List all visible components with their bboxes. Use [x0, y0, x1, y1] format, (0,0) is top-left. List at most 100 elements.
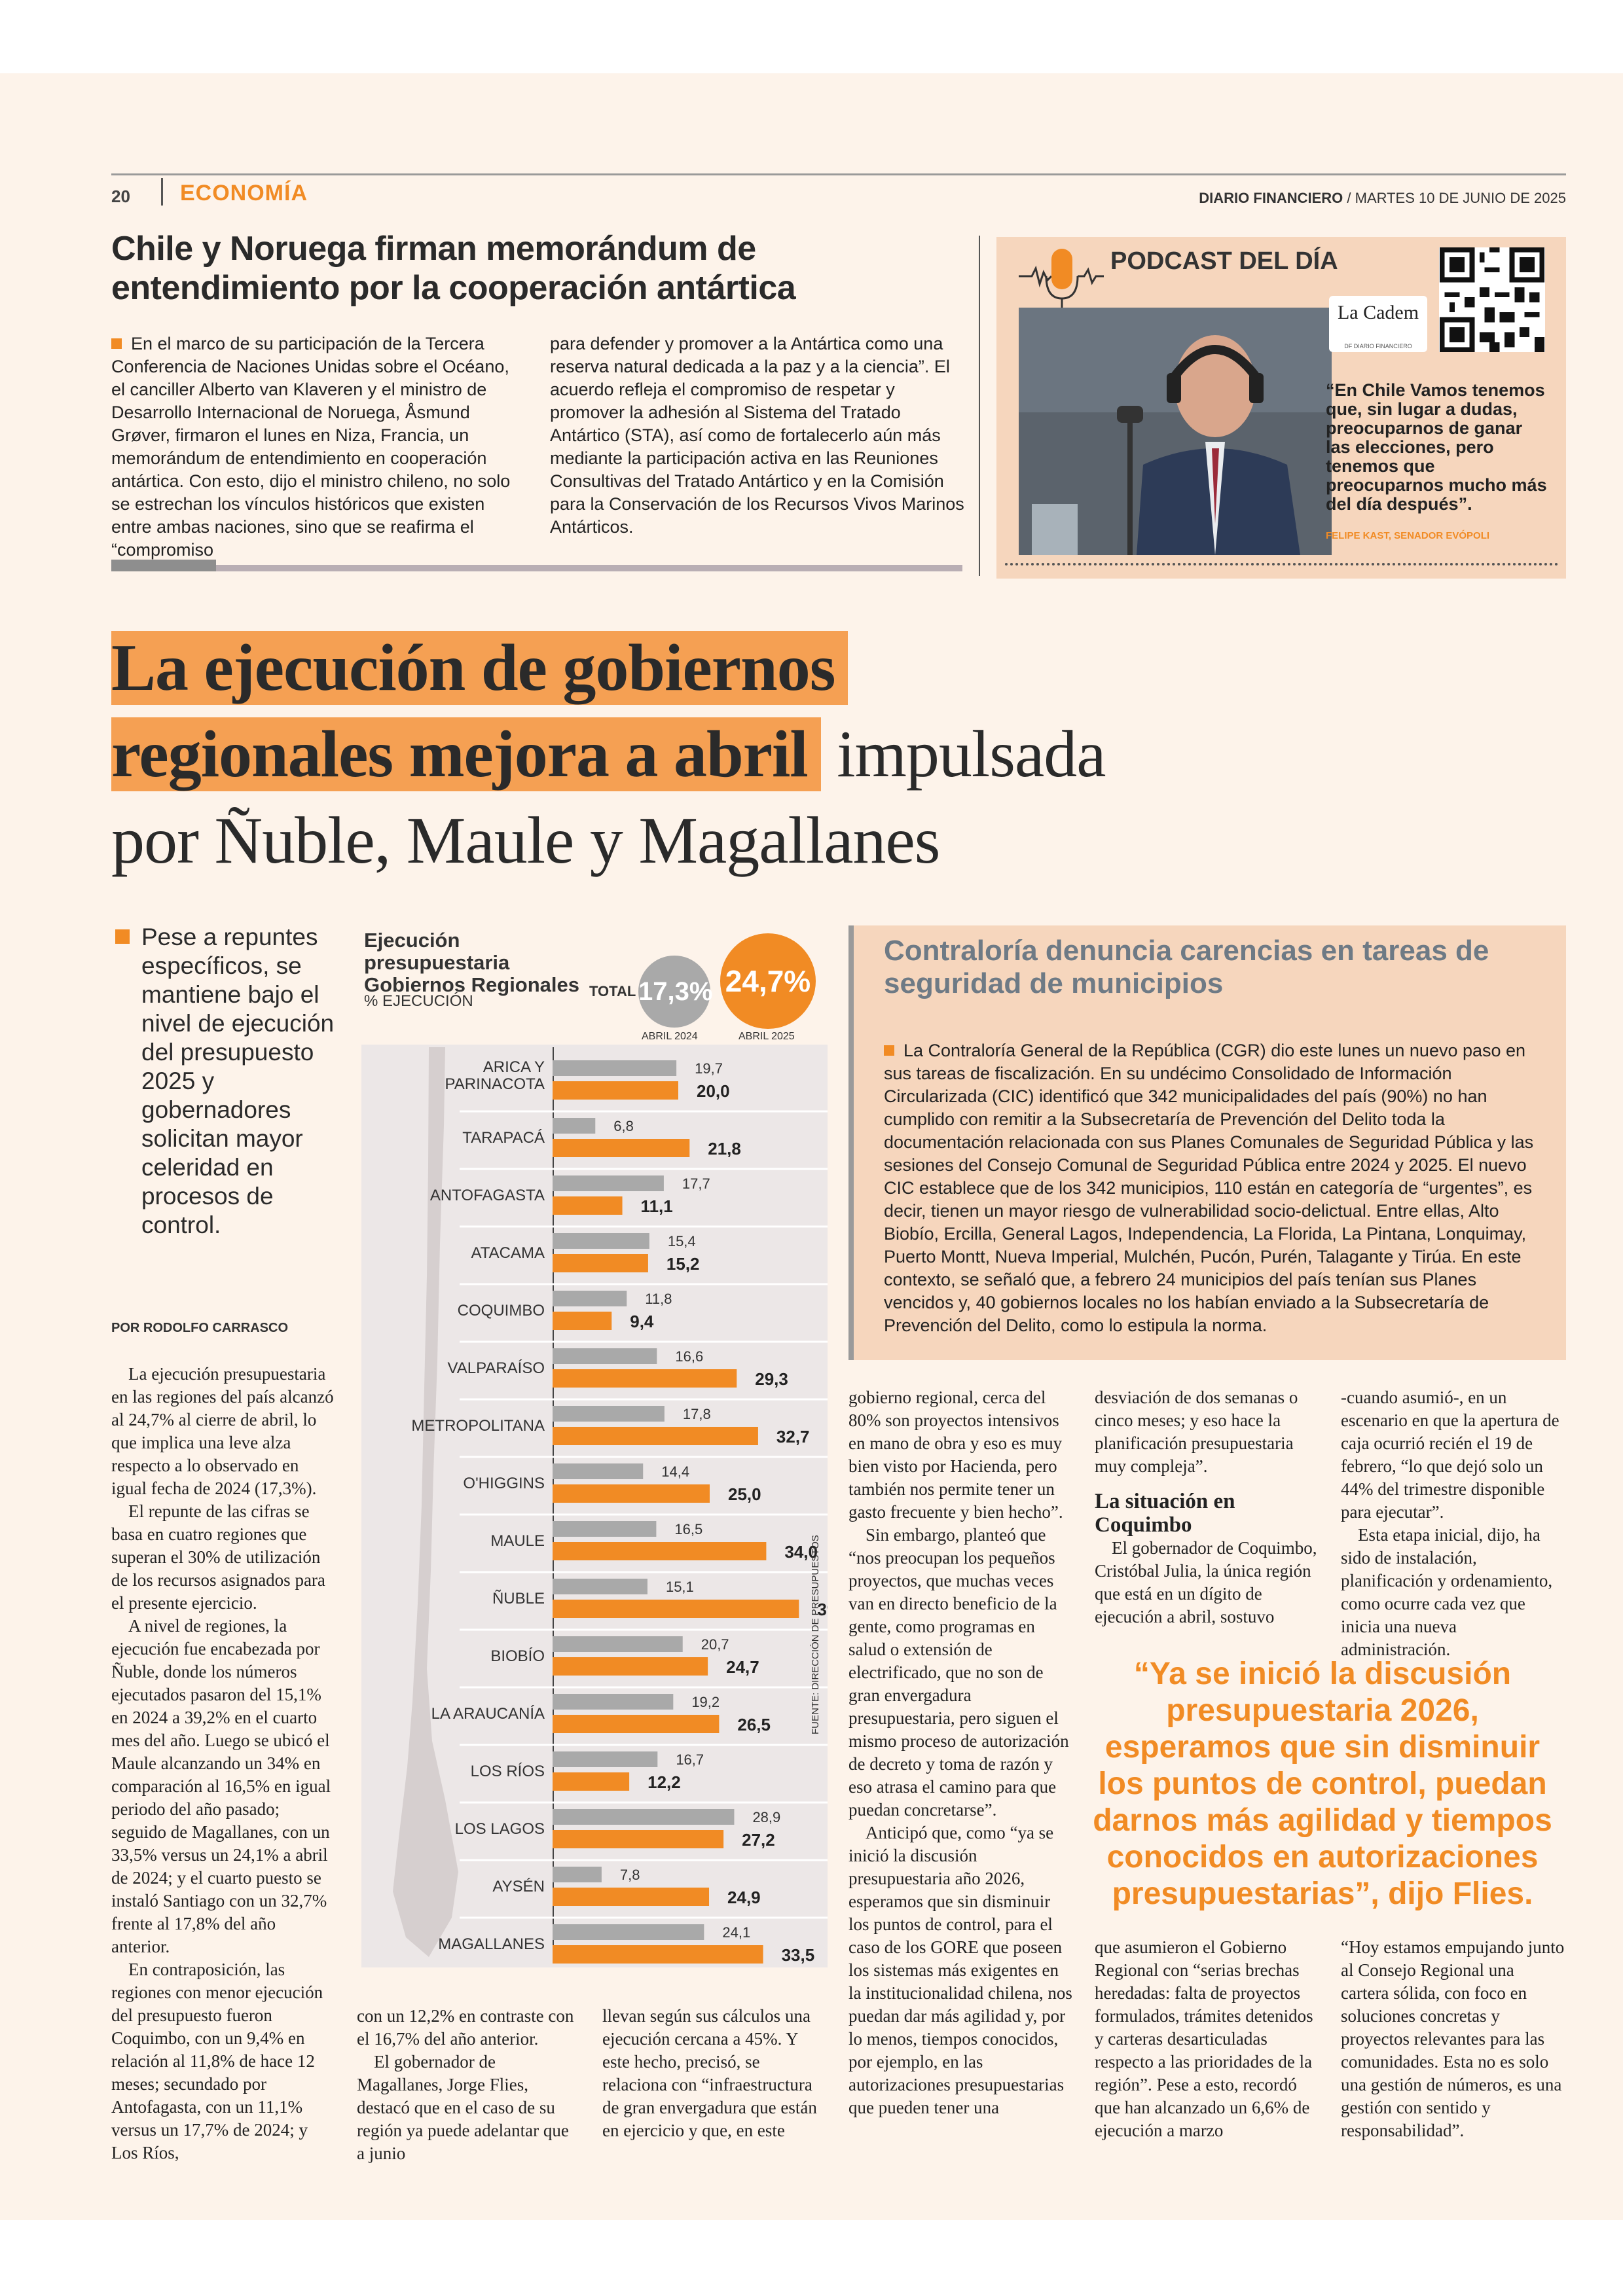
bar-2024-label: 15,1: [666, 1579, 694, 1595]
bar-2024: [553, 1867, 602, 1882]
bar-2025-label: 33,5: [782, 1945, 815, 1965]
bar-2024-label: 16,6: [675, 1348, 703, 1365]
bar-2025-label: 32,7: [776, 1427, 810, 1446]
bar-2024: [553, 1348, 657, 1364]
bar-2025: [553, 1945, 763, 1964]
category-label: LA ARAUCANÍA: [431, 1705, 545, 1723]
chart-title: Ejecución presupuestaria Gobiernos Regio…: [364, 929, 580, 996]
bar-2024-label: 20,7: [701, 1636, 729, 1653]
article-col-5: desviación de dos semanas o cinco meses;…: [1095, 1386, 1319, 1628]
chile-map-silhouette: [367, 1047, 465, 1964]
bar-2025: [553, 1542, 767, 1560]
masthead-date: / MARTES 10 DE JUNIO DE 2025: [1343, 190, 1566, 206]
paragraph: Sin embargo, planteó que “nos preocupan …: [848, 1525, 1069, 1820]
bar-2024: [553, 1809, 735, 1825]
chart-axis: [553, 1047, 554, 1964]
bar-2024: [553, 1406, 665, 1422]
qr-code-icon[interactable]: [1439, 247, 1545, 352]
bar-2025-label: 34,0: [784, 1542, 818, 1562]
sidebar-box-rule: [848, 925, 854, 1360]
bar-2024-label: 16,7: [676, 1751, 704, 1768]
divider-bar: [111, 565, 962, 571]
category-label: MAULE: [490, 1532, 545, 1550]
bar-2025: [553, 1657, 708, 1676]
bar-2024: [553, 1291, 627, 1306]
category-label: O'HIGGINS: [463, 1475, 545, 1492]
category-label: TARAPACÁ: [462, 1129, 545, 1147]
category-label: ATACAMA: [471, 1244, 545, 1262]
podcast-quote: “En Chile Vamos tenemos que, sin lugar a…: [1326, 380, 1547, 514]
bar-2024: [553, 1175, 664, 1191]
bar-2025-label: 25,0: [728, 1484, 761, 1504]
paragraph: A nivel de regiones, la ejecución fue en…: [111, 1616, 331, 1956]
headline-highlight-2: regionales mejora a abril: [111, 717, 821, 791]
bar-2024-label: 7,8: [620, 1867, 640, 1883]
category-label: LOS LAGOS: [455, 1820, 545, 1838]
bar-2024-label: 16,5: [674, 1521, 702, 1537]
top-story-headline: Chile y Noruega firman memorándum de ent…: [111, 230, 796, 307]
period-2025-label: ABRIL 2025: [739, 1031, 795, 1042]
main-headline: La ejecución de gobiernos regionales mej…: [111, 625, 1552, 884]
lead-bullet: [115, 929, 130, 944]
total-2025-circle: 24,7%: [720, 933, 816, 1029]
bottom-margin: [0, 2220, 1623, 2296]
bar-2025: [553, 1196, 623, 1215]
category-label: VALPARAÍSO: [448, 1359, 545, 1377]
top-margin: [0, 0, 1623, 73]
period-2024-label: ABRIL 2024: [642, 1031, 698, 1042]
headline-highlight-1: La ejecución de gobiernos: [111, 631, 848, 705]
paragraph: -cuando asumió-, en un escenario en que …: [1341, 1388, 1559, 1522]
bar-2024: [553, 1924, 704, 1940]
bar-2025-label: 24,7: [726, 1657, 759, 1677]
headline-line-3: por Ñuble, Maule y Magallanes: [111, 804, 940, 878]
article-col-2: con un 12,2% en contraste con el 16,7% d…: [357, 2005, 581, 2165]
la-cadem-logo: La Cadem DF DIARIO FINANCIERO: [1329, 296, 1427, 352]
bar-2024-label: 28,9: [752, 1809, 780, 1825]
bar-2024: [553, 1463, 644, 1479]
bar-2025: [553, 1312, 612, 1330]
sidebar-box: [848, 925, 1566, 1360]
bar-2024: [553, 1694, 674, 1710]
total-2024-circle: 17,3%: [638, 956, 712, 1028]
bar-2025-label: 21,8: [708, 1139, 741, 1158]
subhead: La situación en Coquimbo: [1095, 1490, 1235, 1537]
column-rule: [979, 236, 980, 576]
article-col-3: llevan según sus cálculos una ejecución …: [602, 2005, 826, 2142]
paragraph: gobierno regional, cerca del 80% son pro…: [848, 1388, 1063, 1522]
bullet-square: [111, 338, 122, 349]
podcast-brand-sub: DF DIARIO FINANCIERO: [1344, 343, 1412, 350]
header-rule: [111, 173, 1566, 175]
podcast-title: PODCAST DEL DÍA: [1110, 247, 1338, 275]
chart-total-label: TOTAL: [589, 983, 636, 999]
article-col-5-bottom: que asumieron el Gobierno Regional con “…: [1095, 1936, 1319, 2142]
bar-2024: [553, 1636, 683, 1652]
category-label: LOS RÍOS: [471, 1763, 545, 1780]
bar-2025: [553, 1427, 758, 1445]
bar-2024-label: 19,2: [691, 1694, 720, 1710]
bar-2025-label: 26,5: [737, 1715, 771, 1734]
bar-2025-label: 39,2: [817, 1600, 828, 1619]
podcast-dotted-rule: [1005, 563, 1558, 568]
bar-2025-label: 11,1: [641, 1196, 673, 1216]
bar-2025-label: 12,2: [647, 1772, 681, 1792]
byline: POR RODOLFO CARRASCO: [111, 1321, 288, 1335]
divider-bar-accent: [111, 560, 216, 571]
lead-text: Pese a repuntes específicos, se mantiene…: [141, 924, 335, 1238]
paragraph: El gobernador de Magallanes, Jorge Flies…: [357, 2052, 569, 2163]
bar-2024-label: 19,7: [695, 1060, 723, 1077]
top-story-col2: para defender y promover a la Antártica …: [550, 334, 964, 537]
podcast-photo: [1019, 308, 1332, 555]
top-story-col1-text: En el marco de su participación de la Te…: [111, 334, 511, 560]
bar-2024-label: 24,1: [722, 1924, 750, 1941]
bar-2025-label: 9,4: [630, 1312, 654, 1331]
bar-2025: [553, 1715, 720, 1733]
masthead-name: DIARIO FINANCIERO: [1199, 190, 1343, 206]
paragraph: llevan según sus cálculos una ejecución …: [602, 2006, 817, 2140]
article-col-6-bottom: “Hoy estamos empujando junto al Consejo …: [1341, 1936, 1566, 2142]
bar-2024-label: 6,8: [613, 1118, 634, 1134]
bar-2024: [553, 1118, 596, 1134]
paragraph: El repunte de las cifras se basa en cuat…: [111, 1501, 325, 1613]
paragraph: desviación de dos semanas o cinco meses;…: [1095, 1388, 1298, 1476]
paragraph: Anticipó que, como “ya se inició la disc…: [848, 1823, 1072, 2117]
podcast-caption: FELIPE KAST, SENADOR EVÓPOLI: [1326, 530, 1490, 541]
